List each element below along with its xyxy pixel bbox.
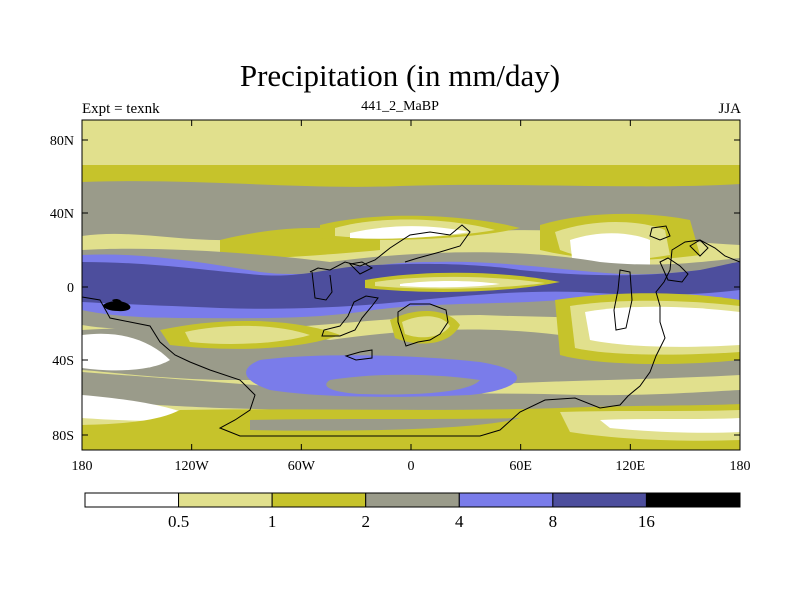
colorbar-box	[178, 492, 273, 508]
land-outlines	[82, 224, 740, 437]
lat-tick-label: 0	[67, 281, 74, 296]
lon-tick-label: 0	[408, 459, 415, 474]
lon-tick-label: 180	[730, 459, 751, 474]
lat-tick-label: 80N	[50, 134, 74, 149]
colorbar-box	[458, 492, 554, 508]
colorbar-label: 0.5	[168, 512, 189, 531]
colorbar-box	[552, 492, 647, 508]
experiment-label: Expt = texnk	[82, 101, 160, 117]
lat-tick-label: 80S	[52, 429, 74, 444]
lon-tick-label: 180	[72, 459, 93, 474]
longitude-axis: 180 120W 60W 0 60E 120E 180	[72, 120, 751, 474]
colorbar-label: 2	[361, 512, 370, 531]
season-label: JJA	[718, 101, 741, 117]
latitude-axis: 80N 40N 0 40S 80S	[50, 134, 740, 444]
lon-tick-label: 120W	[175, 459, 210, 474]
lat-tick-label: 40N	[50, 207, 74, 222]
plot-title: Precipitation (in mm/day)	[239, 58, 561, 93]
colorbar-box	[365, 492, 460, 508]
colorbar-label: 8	[549, 512, 558, 531]
colorbar-box	[84, 492, 180, 508]
colorbar-label: 4	[455, 512, 464, 531]
colorbar-box	[271, 492, 367, 508]
lon-tick-label: 60W	[288, 459, 316, 474]
lon-tick-label: 120E	[616, 459, 646, 474]
lon-tick-label: 60E	[509, 459, 532, 474]
precipitation-field	[82, 120, 740, 450]
colorbar-label: 1	[268, 512, 277, 531]
lat-tick-label: 40S	[52, 354, 74, 369]
colorbar-label: 16	[638, 512, 655, 531]
colorbar-box	[645, 492, 741, 508]
run-label: 441_2_MaBP	[361, 99, 439, 114]
